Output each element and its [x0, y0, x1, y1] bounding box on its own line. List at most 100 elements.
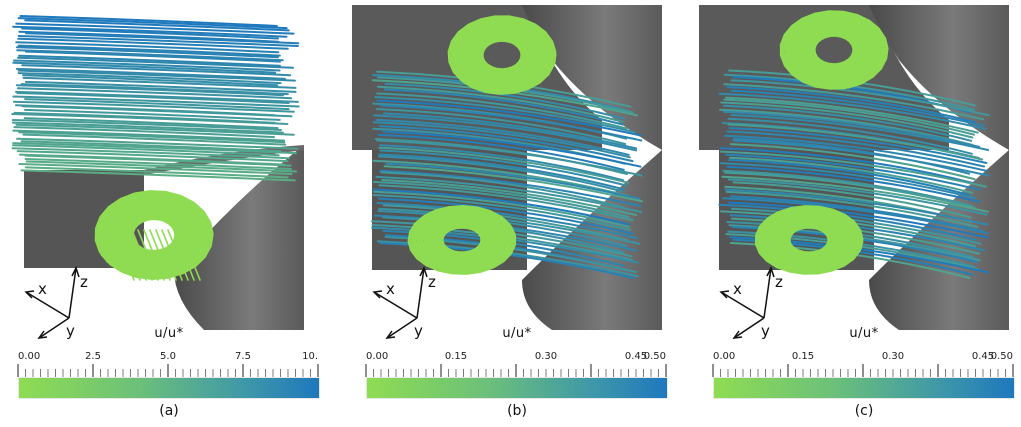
streamline — [12, 129, 286, 142]
streamline — [21, 27, 279, 40]
streamline — [16, 150, 289, 163]
streamline — [15, 22, 295, 35]
obstacle-upper-right-c — [869, 5, 1009, 150]
streamline — [131, 229, 153, 281]
streamline — [20, 83, 289, 96]
streamline — [729, 143, 976, 181]
streamline — [12, 100, 295, 113]
streamline — [725, 153, 981, 191]
colorbar-tick-label: 0.45 — [624, 351, 648, 362]
streamline — [377, 155, 624, 193]
streamline — [24, 158, 292, 170]
streamline — [379, 149, 628, 187]
streamline — [11, 119, 282, 131]
streamline — [12, 61, 277, 74]
streamline — [726, 165, 981, 203]
colorbar-tick-label: 0.45 — [971, 351, 995, 362]
streamline — [20, 169, 296, 182]
axis-label-x: x — [386, 280, 395, 298]
streamline — [723, 171, 976, 209]
colorbar-ticks-b — [365, 364, 667, 377]
streamline — [726, 130, 986, 168]
streamline — [722, 197, 989, 235]
streamline — [728, 127, 988, 164]
streamline — [12, 144, 280, 157]
streamline — [382, 130, 642, 168]
streamline — [376, 202, 638, 239]
streamline — [376, 139, 643, 177]
streamline — [727, 123, 984, 161]
streamline — [719, 162, 977, 200]
colorbar-tick-label: 0.15 — [444, 351, 468, 362]
streamline — [725, 190, 979, 228]
caption-b: (b) — [507, 403, 527, 419]
streamline — [143, 229, 165, 281]
streamline — [383, 88, 624, 126]
streamlines-c — [718, 10, 990, 279]
streamline — [24, 154, 292, 167]
streamline — [373, 190, 630, 228]
colorbar-ticks-a — [17, 364, 319, 377]
colorbar-tick-label: 0.50 — [990, 351, 1013, 362]
colorbar-a — [18, 377, 320, 399]
streamline — [18, 131, 286, 144]
streamline — [15, 67, 286, 80]
streamline — [378, 153, 625, 191]
streamline — [722, 110, 981, 148]
colorbar-tick-label: 0.00 — [366, 351, 389, 362]
axis-label-z: z — [80, 273, 88, 291]
colorbar-tick-label: 10. — [302, 351, 318, 362]
streamline — [378, 184, 634, 222]
streamline — [161, 229, 183, 281]
colorbar-tick-label: 0.30 — [534, 351, 558, 362]
streamline — [372, 121, 631, 159]
streamline — [12, 25, 288, 38]
colorbar-tick-label: 0.00 — [18, 351, 41, 362]
streamline — [18, 54, 281, 67]
colorbar-tick-label: 0.50 — [643, 351, 666, 362]
streamline — [16, 49, 284, 62]
streamline — [17, 37, 289, 50]
streamline — [375, 108, 627, 145]
streamline — [21, 105, 293, 118]
axis-label-x: x — [38, 280, 47, 298]
streamline — [378, 146, 630, 184]
colorbar-tick-label: 5.0 — [160, 351, 176, 362]
streamline — [18, 163, 293, 175]
streamline — [377, 207, 641, 245]
streamline — [723, 134, 988, 172]
streamline — [24, 108, 281, 121]
streamline — [23, 117, 279, 130]
axis-label-z: z — [428, 273, 436, 291]
streamline — [11, 147, 291, 160]
caption-c: (c) — [854, 403, 874, 419]
streamline — [770, 214, 849, 266]
streamline-scene-c: z x y — [699, 5, 1009, 340]
streamline — [730, 114, 990, 151]
axis-label-x: x — [733, 280, 742, 298]
streamline — [730, 207, 982, 245]
streamline — [24, 80, 297, 93]
streamline — [438, 224, 486, 256]
streamline — [19, 15, 278, 27]
streamline — [372, 114, 638, 152]
streamline — [471, 32, 533, 78]
streamline — [727, 117, 973, 155]
streamline — [22, 74, 279, 87]
streamline-scene-a: z x y — [11, 15, 304, 340]
streamline — [372, 159, 630, 197]
streamline — [732, 137, 971, 175]
streamline — [376, 85, 624, 123]
streamline — [21, 64, 292, 77]
streamline — [380, 171, 625, 209]
colorbar-tick-label: 0.15 — [791, 351, 815, 362]
streamline — [167, 229, 189, 281]
streamline — [179, 229, 201, 281]
streamline — [719, 147, 975, 185]
streamline — [381, 179, 638, 216]
streamline — [119, 229, 141, 281]
streamline — [730, 89, 985, 127]
streamline — [725, 96, 979, 134]
axis-triad-a — [24, 266, 80, 339]
streamline — [728, 158, 971, 196]
